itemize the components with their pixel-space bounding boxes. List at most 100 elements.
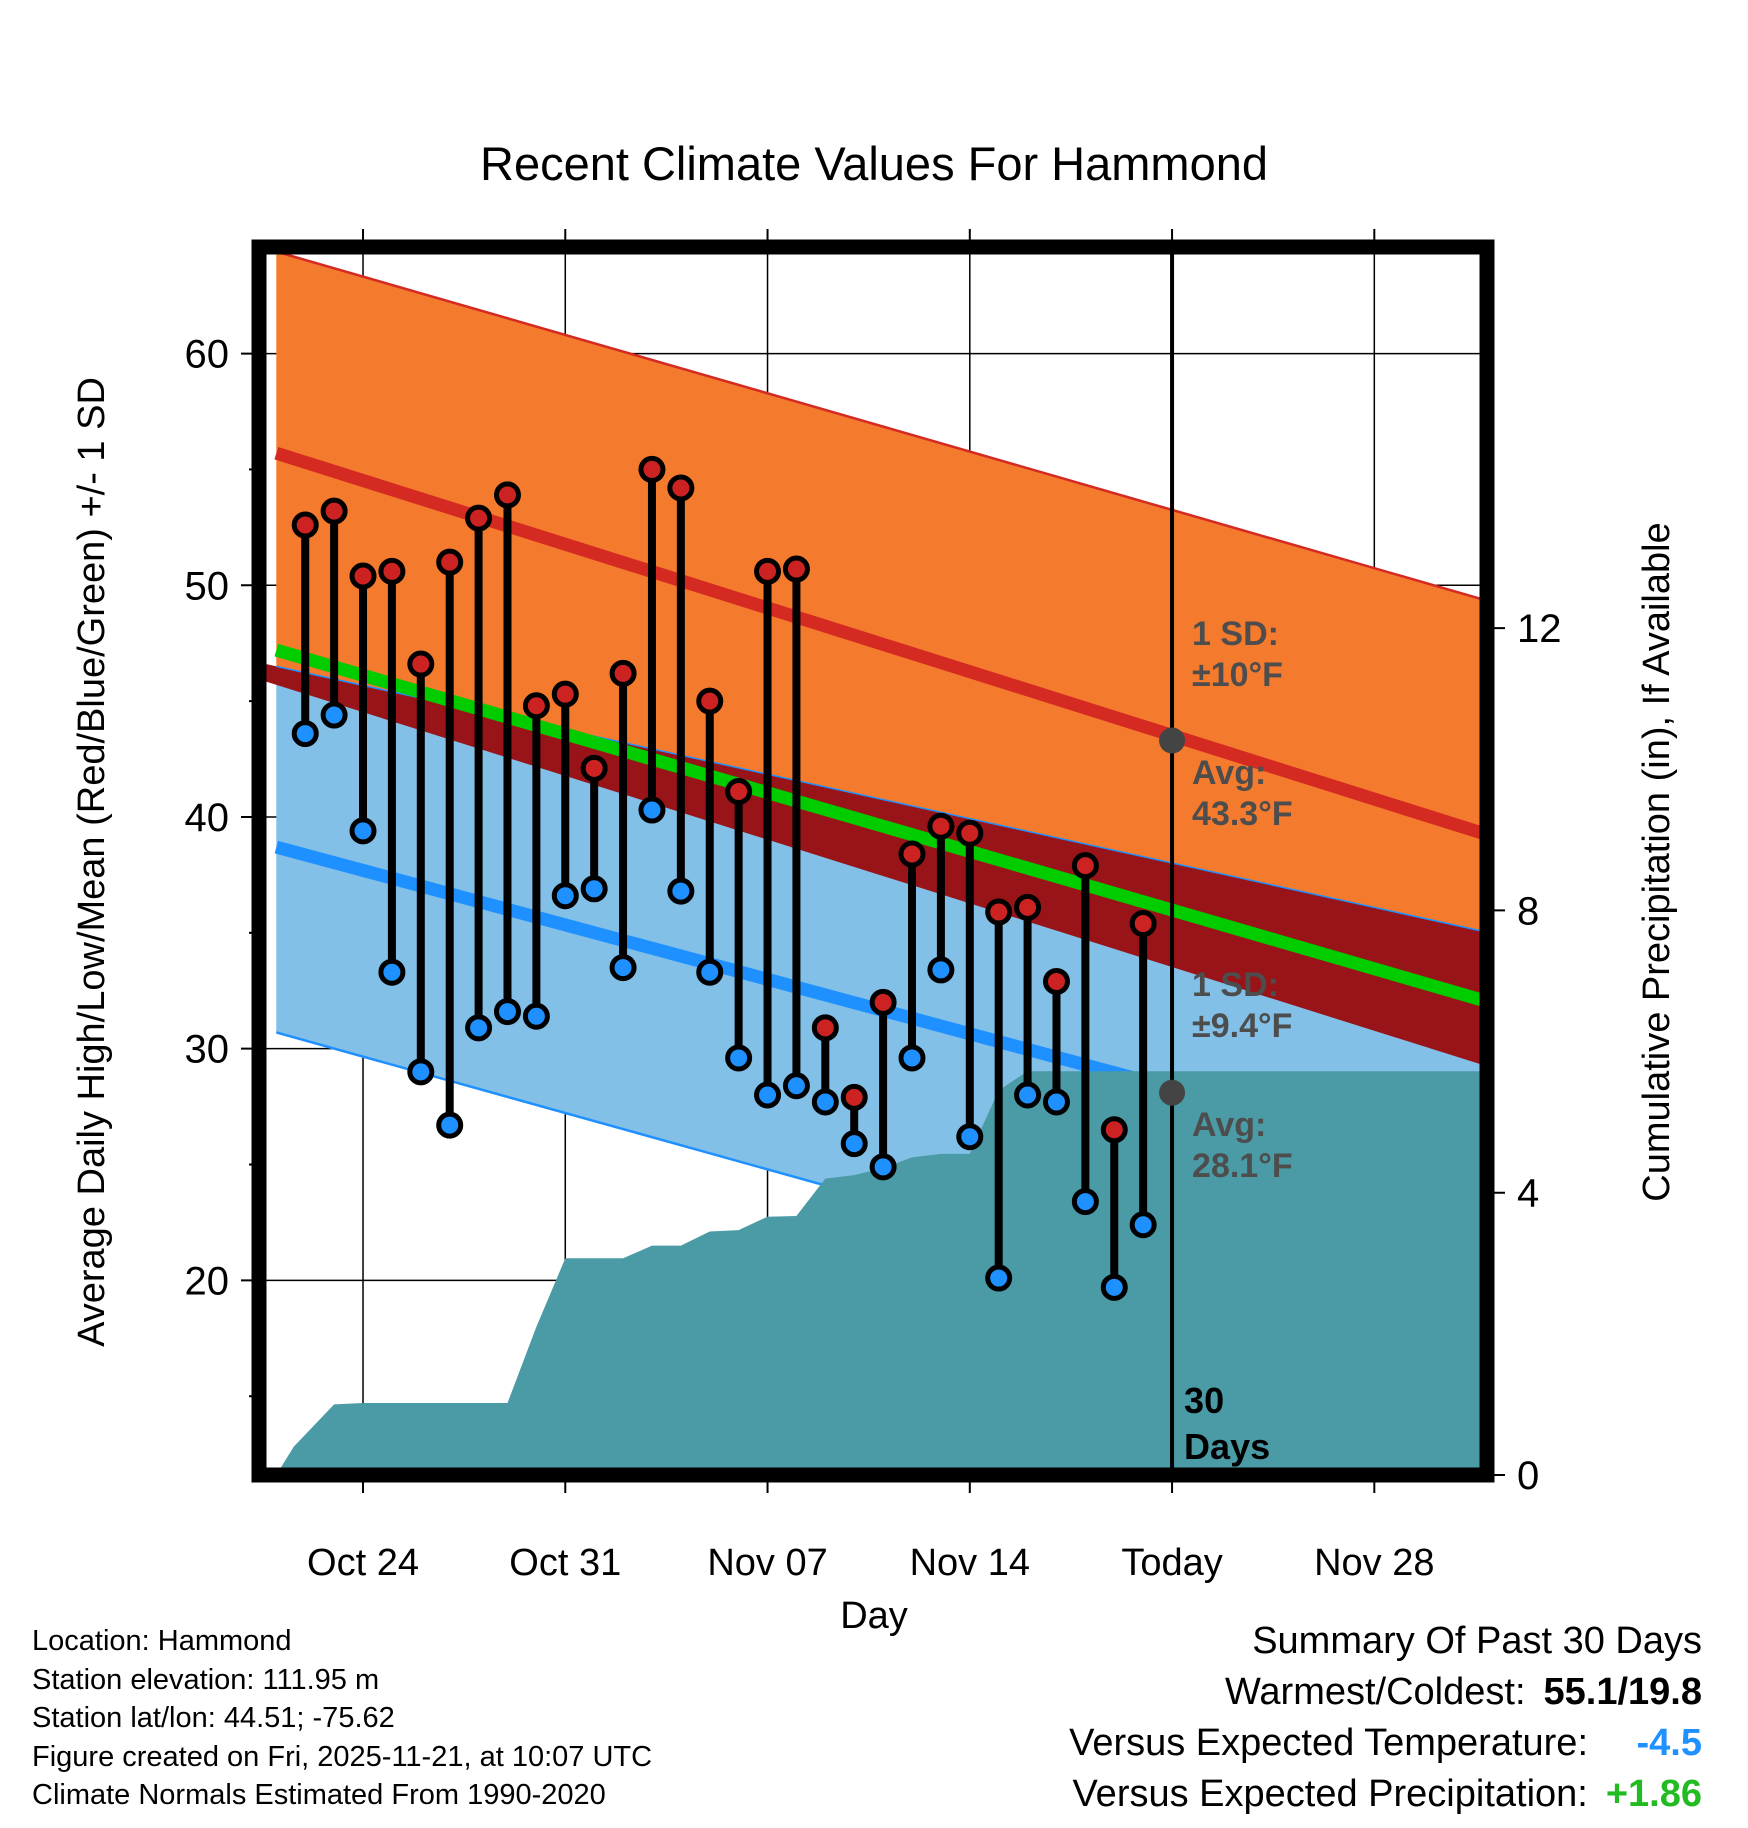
high-point	[811, 1014, 839, 1042]
low-point	[465, 1014, 493, 1042]
low-avg-label: Avg:	[1192, 1106, 1266, 1144]
low-point	[725, 1044, 753, 1072]
daily-stems	[291, 455, 1157, 1301]
x-tick-label: Nov 07	[707, 1542, 827, 1584]
high-point	[1014, 893, 1042, 921]
high-point	[349, 562, 377, 590]
high-point	[754, 557, 782, 585]
chart-title: Recent Climate Values For Hammond	[480, 137, 1268, 190]
high-point	[1042, 967, 1070, 995]
summary-panel: Summary Of Past 30 Days Warmest/Coldest:…	[1069, 1616, 1702, 1820]
y-tick-label: 40	[185, 796, 230, 840]
temp-value: -4.5	[1636, 1722, 1702, 1764]
low-avg-value: 28.1°F	[1192, 1147, 1293, 1185]
low-point	[522, 1002, 550, 1030]
y-tick-label: 20	[185, 1259, 230, 1303]
y-axis-label: Average Daily High/Low/Mean (Red/Blue/Gr…	[71, 377, 113, 1347]
summary-temp: Versus Expected Temperature: -4.5	[1069, 1718, 1702, 1769]
today-high-avg-marker	[1159, 727, 1186, 754]
low-sd-value: ±9.4°F	[1192, 1007, 1292, 1045]
summary-warmest-coldest: Warmest/Coldest: 55.1/19.8	[1069, 1667, 1702, 1718]
days-label: 30	[1184, 1380, 1224, 1421]
high-point	[1129, 910, 1157, 938]
low-point	[898, 1044, 926, 1072]
low-point	[927, 956, 955, 984]
x-tick-label: Oct 24	[307, 1542, 419, 1584]
low-point	[1071, 1188, 1099, 1216]
high-point	[522, 692, 550, 720]
low-sd-label: 1 SD:	[1192, 966, 1279, 1004]
high-sd-label: 1 SD:	[1192, 615, 1279, 653]
high-point	[985, 898, 1013, 926]
low-point	[956, 1123, 984, 1151]
low-point	[985, 1264, 1013, 1292]
precip-label: Versus Expected Precipitation:	[1072, 1773, 1588, 1815]
high-point	[580, 754, 608, 782]
high-point	[1100, 1116, 1128, 1144]
high-point	[436, 548, 464, 576]
high-point	[725, 777, 753, 805]
high-point	[638, 455, 666, 483]
y-tick-label: 30	[185, 1028, 230, 1072]
y2-tick-label: 12	[1517, 607, 1562, 651]
x-tick-label: Oct 31	[509, 1542, 621, 1584]
station-info: Location: Hammond Station elevation: 111…	[32, 1622, 652, 1815]
low-point	[320, 701, 348, 729]
y-tick-label: 60	[185, 333, 230, 377]
low-point	[840, 1130, 868, 1158]
low-point	[493, 998, 521, 1026]
created-text: Figure created on Fri, 2025-11-21, at 10…	[32, 1740, 653, 1773]
x-tick-label: Nov 28	[1314, 1542, 1434, 1584]
high-point	[609, 659, 637, 687]
low-point	[811, 1088, 839, 1116]
low-point	[638, 796, 666, 824]
low-point	[407, 1058, 435, 1086]
low-point	[378, 958, 406, 986]
high-point	[898, 840, 926, 868]
low-point	[580, 875, 608, 903]
low-point	[754, 1081, 782, 1109]
low-point	[1100, 1273, 1128, 1301]
high-point	[291, 511, 319, 539]
high-point	[493, 481, 521, 509]
low-point	[436, 1111, 464, 1139]
high-avg-value: 43.3°F	[1192, 795, 1293, 833]
low-point	[1129, 1211, 1157, 1239]
location-text: Location: Hammond	[32, 1625, 292, 1657]
high-point	[667, 474, 695, 502]
warmest-coldest-label: Warmest/Coldest:	[1224, 1671, 1526, 1713]
today-low-avg-marker	[1159, 1079, 1186, 1106]
high-point	[696, 687, 724, 715]
y2-tick-label: 8	[1517, 889, 1539, 933]
low-point	[349, 817, 377, 845]
high-upper-line	[275, 250, 1487, 602]
precip-value: +1.86	[1605, 1773, 1702, 1815]
y2-axis-label: Cumulative Precipitation (in), If Availa…	[1636, 522, 1678, 1201]
high-point	[551, 680, 579, 708]
elevation-text: Station elevation: 111.95 m	[32, 1663, 380, 1696]
low-point	[667, 877, 695, 905]
normals-text: Climate Normals Estimated From 1990-2020	[32, 1779, 606, 1811]
high-point	[407, 650, 435, 678]
precip-area	[276, 1071, 1487, 1475]
high-point	[378, 557, 406, 585]
low-point	[869, 1153, 897, 1181]
plot-frame	[251, 239, 1495, 1483]
y2-tick-label: 0	[1517, 1454, 1539, 1498]
latlon-text: Station lat/lon: 44.51; -75.62	[32, 1702, 395, 1734]
high-sd-band	[276, 251, 1487, 933]
low-point	[609, 954, 637, 982]
x-tick-label: Nov 14	[910, 1542, 1030, 1584]
low-point	[291, 720, 319, 748]
high-sd-value: ±10°F	[1192, 656, 1283, 694]
x-tick-label: Today	[1121, 1542, 1222, 1584]
warmest-coldest-value: 55.1/19.8	[1543, 1671, 1702, 1713]
y-tick-label: 50	[185, 564, 230, 608]
high-point	[927, 812, 955, 840]
days-label: Days	[1184, 1426, 1270, 1467]
high-point	[782, 555, 810, 583]
summary-title: Summary Of Past 30 Days	[1252, 1620, 1702, 1662]
high-point	[869, 988, 897, 1016]
low-point	[696, 958, 724, 986]
